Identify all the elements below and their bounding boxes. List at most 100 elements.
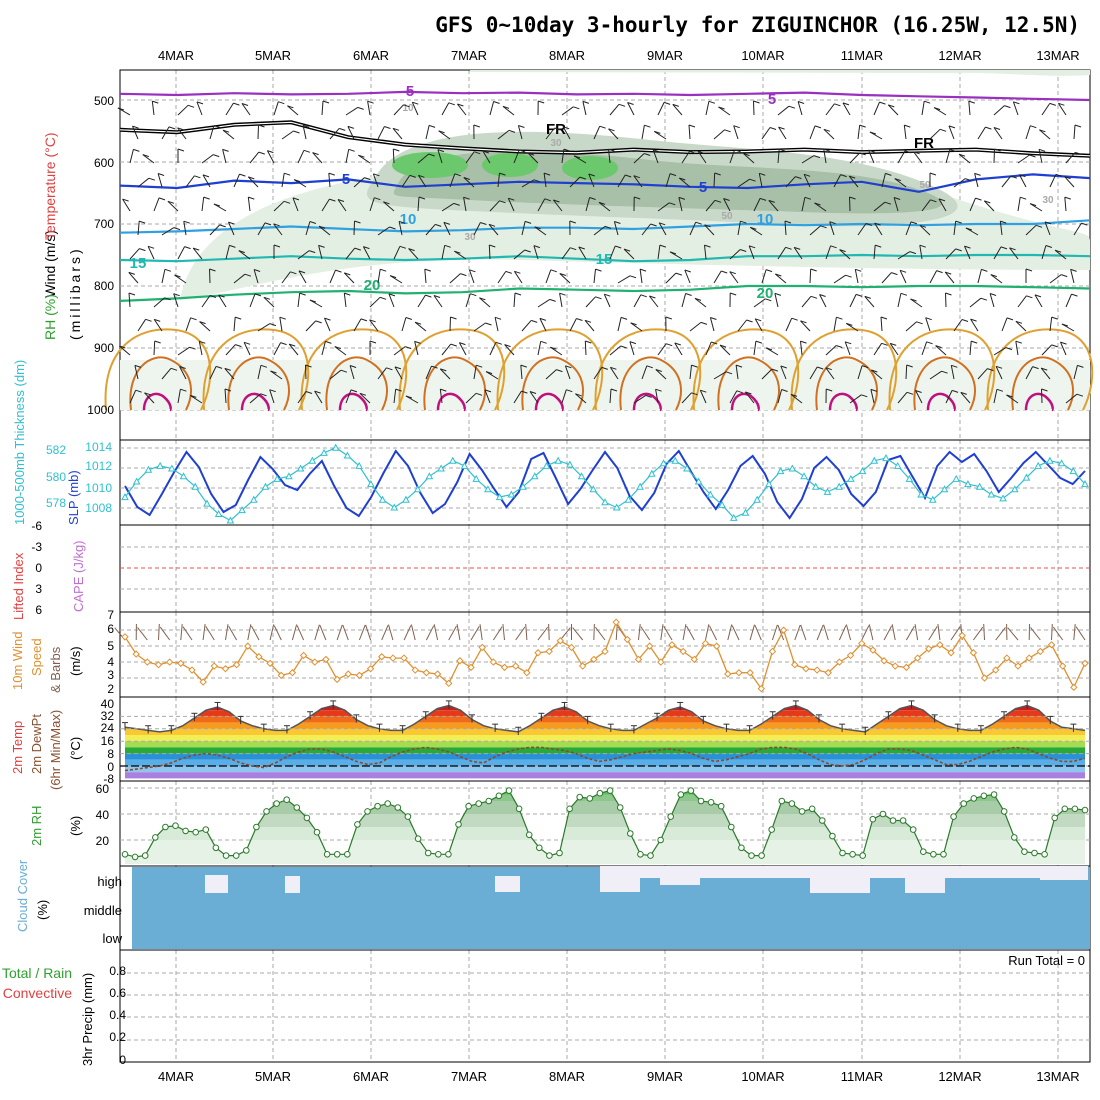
wind-barb — [897, 150, 906, 164]
wind-barb — [492, 626, 503, 641]
thickness-point — [1069, 467, 1078, 475]
tick-label: 5 — [107, 639, 114, 653]
wind-barb — [641, 223, 651, 236]
wind-barb — [213, 203, 221, 207]
wind-barb — [489, 342, 497, 356]
wind-barb — [222, 148, 229, 152]
wind-barb — [906, 391, 914, 395]
wind-barb — [367, 100, 374, 104]
wind-barb — [842, 102, 851, 116]
wind-barb — [1006, 394, 1019, 404]
wind-barb — [972, 626, 984, 641]
wind-barb — [418, 196, 426, 200]
wind-barb — [533, 245, 541, 249]
wind-barb — [518, 125, 525, 128]
wind-barb — [610, 388, 618, 392]
wind-barb — [833, 174, 842, 188]
wind-barb — [1025, 366, 1034, 380]
wind-barb — [222, 129, 230, 133]
wind-barb — [425, 125, 430, 140]
rh-point — [475, 800, 483, 807]
wind-barb — [977, 269, 982, 284]
wind-barb — [649, 295, 656, 299]
wind-barb — [1064, 176, 1075, 188]
wind-barb — [958, 153, 966, 157]
rh-point — [536, 844, 543, 852]
wind-barb — [325, 340, 332, 344]
wind-barb — [443, 222, 451, 236]
wind-barb — [309, 299, 317, 303]
wind-speed-point — [433, 670, 442, 678]
wind-barb — [357, 106, 364, 110]
wind-barb — [820, 225, 827, 229]
wind-barb — [345, 106, 358, 116]
wind-barb — [279, 317, 283, 332]
wind-barb — [449, 173, 456, 188]
rh-point — [707, 799, 715, 806]
thickness-point — [331, 443, 340, 451]
wind-barb — [278, 101, 285, 105]
wind-barb — [633, 294, 642, 308]
wind-barb — [1034, 294, 1042, 298]
wind-barb — [1070, 268, 1077, 272]
wind-barb — [1061, 323, 1069, 327]
wind-barb — [249, 393, 261, 404]
wind-barb — [433, 624, 439, 641]
tick-label: -6 — [31, 519, 42, 533]
wind-barb — [1065, 293, 1072, 308]
wind-barb — [768, 199, 775, 203]
wind-barb — [627, 102, 635, 116]
wind-barb — [1073, 624, 1076, 641]
thickness-point — [589, 485, 598, 493]
wind-barb — [257, 323, 271, 332]
wind-barb — [177, 104, 189, 116]
wind-speed-point — [668, 641, 676, 649]
boundary-contour — [129, 356, 192, 411]
rh-point — [869, 815, 877, 823]
wind-barb — [880, 316, 888, 320]
wind-speed-point — [344, 670, 352, 678]
rh-point — [323, 851, 331, 858]
wind-barb — [537, 298, 550, 308]
rh-band — [392, 152, 468, 178]
wind-barb — [153, 197, 160, 212]
wind-barb — [142, 154, 155, 164]
rh-point — [212, 844, 220, 852]
wind-barb — [714, 199, 722, 203]
rh-point — [849, 851, 856, 858]
wind-barb — [279, 316, 286, 320]
wind-barb — [913, 151, 920, 155]
wind-barb — [960, 392, 971, 404]
wind-barb — [993, 389, 998, 404]
wind-barb — [899, 270, 907, 284]
wind-barb — [199, 321, 211, 332]
wind-barb — [453, 202, 460, 206]
wind-barb — [358, 154, 371, 164]
wind-barb — [167, 200, 175, 204]
date-label: 5MAR — [255, 48, 291, 63]
wind-barb — [179, 366, 187, 380]
wind-barb — [777, 389, 783, 404]
wind-barb — [909, 251, 917, 255]
boundary-contour — [828, 392, 858, 412]
cloud-gap — [495, 876, 520, 892]
millibars-ylabel: (millibars) — [67, 246, 83, 340]
rh-point — [899, 817, 907, 824]
rh-point — [728, 823, 735, 831]
wind-barb — [846, 322, 859, 332]
wind-speed-point — [389, 654, 397, 662]
wind-barb — [955, 220, 962, 224]
wind-barb — [201, 197, 205, 212]
level-label: low — [102, 931, 122, 946]
wind-barb — [117, 107, 125, 111]
unit-ylabel: (%) — [68, 816, 83, 836]
wind-ylabel: 10m Wind — [10, 631, 25, 690]
wind-speed-point — [210, 662, 219, 670]
thickness-point — [741, 508, 750, 516]
wind-barb — [463, 177, 475, 188]
wind-barb — [777, 624, 785, 641]
wind-barb — [617, 174, 626, 188]
wind-barb — [817, 366, 824, 370]
wind-barb — [981, 268, 988, 272]
wind-barb — [689, 365, 692, 380]
